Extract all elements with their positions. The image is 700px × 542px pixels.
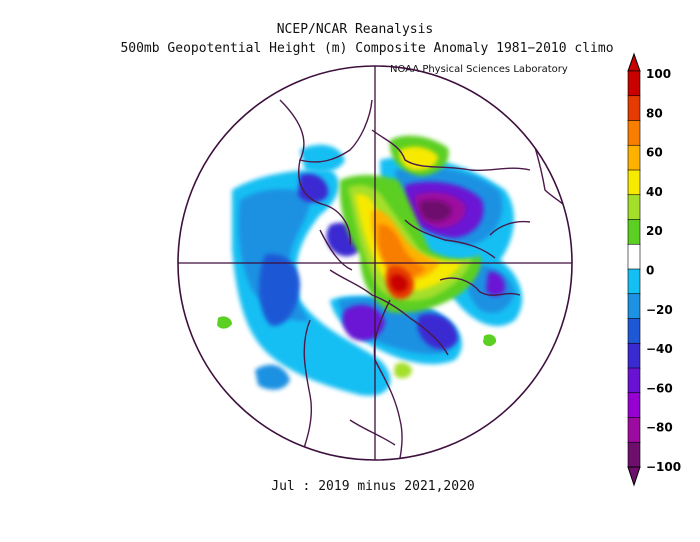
- anomaly-region-east-europe: [486, 271, 506, 296]
- colorbar-swatch: [627, 194, 641, 221]
- anomaly-region-bering: [300, 144, 345, 173]
- chart-title-line1: NCEP/NCAR Reanalysis: [276, 22, 434, 37]
- colorbar-swatch: [627, 95, 641, 122]
- anomaly-region-us-rockies: [342, 304, 385, 341]
- colorbar-tick-label: −100: [646, 460, 681, 474]
- colorbar-swatch: [627, 342, 641, 369]
- anomaly-region-atlantic-20: [394, 362, 412, 379]
- anomaly-region-atlantic-fringe-20: [483, 334, 497, 347]
- colorbar-tick-label: −40: [646, 342, 673, 356]
- colorbar-swatch: [627, 318, 641, 344]
- colorbar-tick-label: 40: [646, 185, 663, 199]
- colorbar-swatch: [627, 144, 641, 171]
- anomaly-region-eastern-canada: [417, 313, 458, 350]
- anomaly-region-barents-core: [419, 200, 452, 222]
- colorbar-tick-label: −80: [646, 421, 673, 435]
- colorbar-swatch: [627, 219, 641, 245]
- colorbar-swatch: [627, 268, 641, 295]
- credit-label: NOAA Physical Sciences Laboratory: [390, 64, 568, 75]
- graticule: [178, 66, 572, 460]
- colorbar-tick-label: 0: [646, 264, 654, 278]
- colorbar-swatch: [627, 367, 641, 394]
- colorbar-swatch: [627, 417, 641, 443]
- chart-footer: Jul : 2019 minus 2021,2020: [271, 479, 475, 494]
- colorbar-tick-label: 60: [646, 146, 663, 160]
- colorbar-swatch: [627, 441, 641, 468]
- colorbar-tick-label: 80: [646, 106, 663, 120]
- colorbar-top-arrow: [627, 52, 641, 72]
- anomaly-region-greenland-90: [378, 224, 426, 278]
- colorbar-swatch: [627, 169, 641, 196]
- colorbar: [627, 52, 641, 487]
- colorbar-swatch: [627, 293, 641, 320]
- colorbar-tick-label: 20: [646, 224, 663, 238]
- anomaly-region-atlantic: [255, 364, 290, 390]
- anomaly-region-alaska: [258, 253, 300, 326]
- anomaly-field: [217, 135, 523, 396]
- colorbar-swatch: [627, 243, 641, 270]
- colorbar-tick-label: 100: [646, 67, 671, 81]
- chart-title-line2: 500mb Geopotential Height (m) Composite …: [120, 41, 614, 56]
- colorbar-tick-label: −20: [646, 303, 673, 317]
- anomaly-region-north-pacific: [298, 173, 329, 203]
- anomaly-region-canada-core: [390, 274, 408, 292]
- colorbar-swatch: [627, 120, 641, 146]
- globe-boundary: [177, 65, 573, 461]
- colorbar-swatch: [627, 70, 641, 97]
- anomaly-region-pacific-fringe-20: [217, 316, 232, 329]
- colorbar-swatch: [627, 392, 641, 419]
- colorbar-bottom-arrow: [627, 466, 641, 487]
- colorbar-tick-label: −60: [646, 381, 673, 395]
- anomaly-region-scandinavia-40: [399, 146, 438, 171]
